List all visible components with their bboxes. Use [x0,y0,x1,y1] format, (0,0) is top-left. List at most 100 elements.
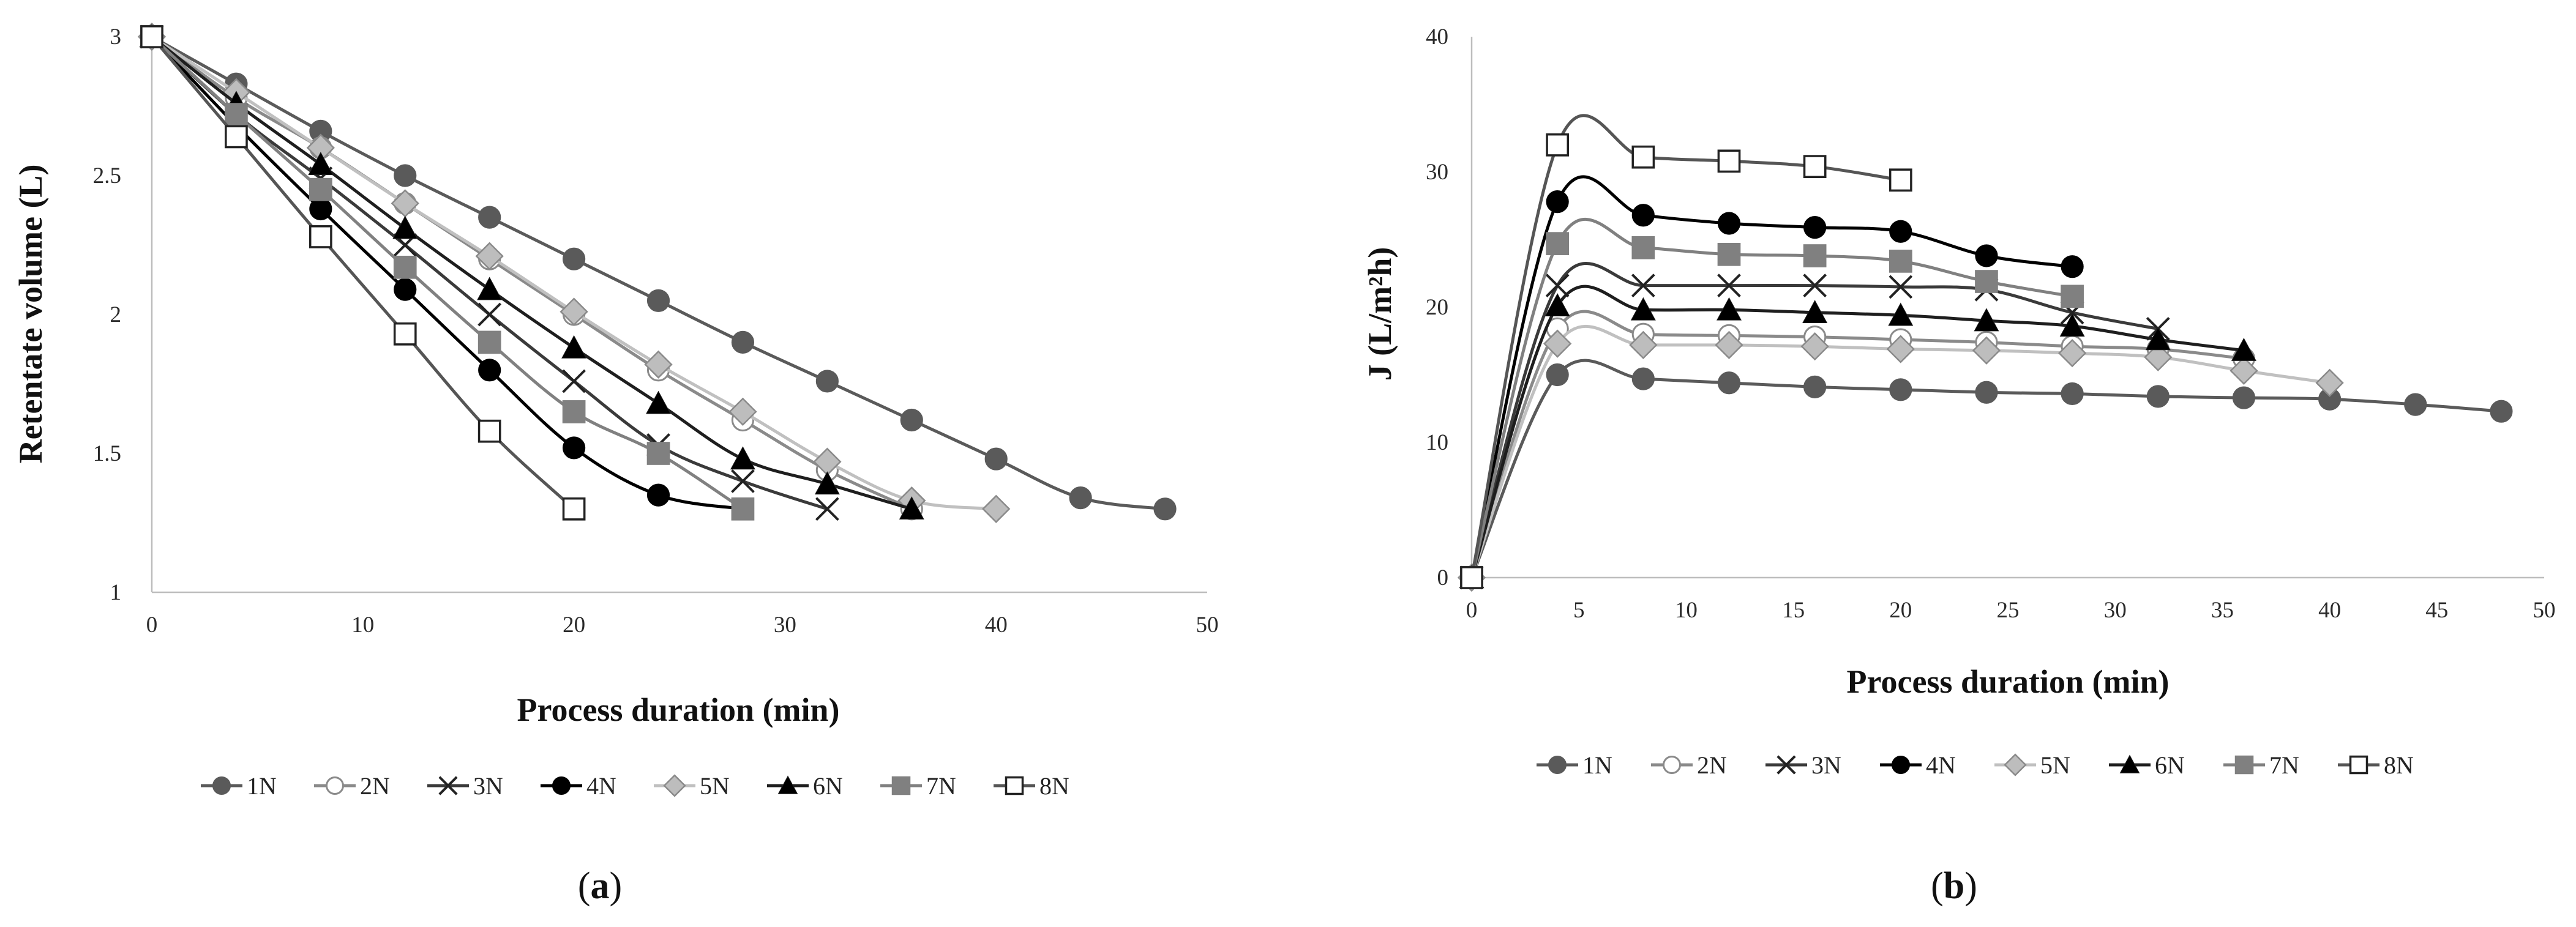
chart-a-legend-item-1N: 1N [201,772,277,800]
chart-b-x-tick-label: 10 [1675,598,1698,623]
chart-b-line-3N [1470,262,2159,578]
chart-a-point-3N-stroke-2 [562,369,586,393]
chart-b-point-3N [1545,274,1570,298]
chart-a-line-1N [151,35,1166,511]
chart-b-series-2N [1460,310,2256,589]
chart-b-x-tick-label: 45 [2425,598,2448,623]
chart-a-panel-label-letter: a [591,865,610,907]
chart-b-point-3N-stroke-2 [1889,275,1913,299]
chart-b-point-3N-stroke-2 [1545,274,1570,298]
chart-a-series-8N [140,25,586,521]
chart-a-point-6N [561,335,587,359]
chart-b-x-tick-label: 0 [1466,598,1478,623]
chart-b-legend-label-1N: 1N [1582,751,1612,779]
chart-b-point-7N [1546,232,1570,255]
chart-b-point-1N [2232,386,2256,409]
chart-a-x-axis-title: Process duration (min) [517,691,840,728]
chart-a-line-6N [151,35,913,511]
chart-a-legend-marker-3N [438,776,458,795]
chart-a-x-tick-label: 30 [774,612,796,638]
chart-a-legend-label-7N: 7N [926,772,956,800]
chart-b-point-1N [1889,378,1912,401]
chart-a-point-4N [394,278,417,301]
chart-a-point-6N [477,277,503,300]
chart-a-point-5N [475,242,504,270]
chart-b-legend-label-5N: 5N [2040,751,2070,779]
chart-a-point-1N [815,370,839,393]
chart-a-y-tick-label: 2 [110,302,122,327]
chart-b-series-7N [1460,218,2084,589]
chart-b-legend-marker-4N [1892,756,1910,774]
chart-a-legend-item-7N: 7N [880,772,956,800]
chart-b-legend-item-5N: 5N [1994,751,2070,779]
chart-panel-a: 0 10 20 30 40 50 1 1.5 2 2.5 3 Process duration (m… [12,22,1219,907]
chart-a-point-1N [984,447,1008,471]
chart-panel-b: 0 5 10 15 20 25 30 35 40 45 50 0 10 20 30 40 Process du… [1361,24,2556,907]
chart-a-panel-label-close: ) [610,865,623,907]
chart-b-x-axis-title: Process duration (min) [1847,663,2170,700]
chart-a-legend-marker-6N [777,775,798,794]
chart-a-tick-labels: 0 10 20 30 40 50 1 1.5 2 2.5 3 [93,24,1219,638]
chart-b-point-1N [2061,382,2084,406]
chart-b-point-6N [1544,293,1570,317]
chart-b-point-5N [2230,356,2258,385]
chart-b-axes [1470,37,2544,579]
chart-a-point-7N [477,330,501,354]
chart-a-legend-label-5N: 5N [700,772,730,800]
chart-b-legend-item-7N: 7N [2223,751,2299,779]
chart-b-legend-label-7N: 7N [2269,751,2299,779]
chart-a-point-5N [560,297,588,326]
chart-a-legend: 1N 2N 3N 4N 5N 6N 7N 8N [201,772,1069,800]
chart-b-legend-label-2N: 2N [1697,751,1727,779]
chart-b-point-6N [2145,327,2171,351]
chart-a-point-8N [309,225,332,248]
chart-a-legend-label-4N: 4N [586,772,616,800]
chart-a-series-2N [140,25,923,521]
chart-b-point-3N-stroke-2 [1717,274,1741,298]
chart-b-panel-label: (b) [1931,865,1977,907]
chart-a-point-5N [391,189,419,218]
chart-a-point-7N [646,442,670,465]
chart-b-point-5N [1715,330,1743,360]
chart-a-y-tick-label: 3 [110,24,122,50]
chart-b-point-6N [2059,313,2085,337]
chart-a-point-7N [393,255,417,279]
chart-b-point-5N [2315,368,2344,397]
chart-a-legend-marker-4N [552,776,571,795]
chart-b-legend-marker-5N [2004,753,2027,776]
chart-a-legend-item-6N: 6N [767,772,843,800]
chart-b-series-5N [1457,324,2344,592]
chart-a-legend-marker-1N [212,776,231,795]
chart-b-legend-item-6N: 6N [2109,751,2185,779]
chart-a-point-6N [646,390,672,414]
chart-a-panel-label: (a) [578,865,622,907]
chart-b-panel-label-close: ) [1964,865,1977,907]
chart-a-y-axis-title: Retentate volume (L) [12,165,49,464]
chart-a-series-1N [140,25,1177,521]
chart-a-panel-label-open: ( [578,865,591,907]
chart-a-legend-item-3N: 3N [427,772,503,800]
chart-b-panel-label-open: ( [1931,865,1944,907]
chart-b-point-1N [1803,375,1827,398]
chart-a-point-8N [140,25,163,48]
chart-b-point-8N [1631,145,1655,169]
chart-b-line-2N [1470,310,2244,578]
chart-a-point-6N [392,215,418,239]
chart-a-y-tick-label: 1 [110,580,122,605]
chart-b-legend-marker-8N [2349,755,2368,775]
chart-b-y-axis-title: J (L/m²h) [1361,247,1398,381]
chart-b-point-1N [2404,393,2427,416]
chart-b-legend-item-2N: 2N [1651,751,1727,779]
chart-b-legend-item-1N: 1N [1537,751,1612,779]
chart-b-point-4N [1889,220,1912,243]
chart-b-legend-item-3N: 3N [1765,751,1841,779]
chart-b-x-tick-label: 5 [1573,598,1585,623]
chart-b-x-tick-label: 20 [1889,598,1912,623]
chart-b-point-5N [2144,343,2173,371]
chart-a-legend-label-3N: 3N [473,772,503,800]
chart-a-legend-marker-7N [891,776,911,795]
chart-b-point-4N [1631,204,1655,227]
chart-b-point-7N [1975,270,1998,293]
chart-a-legend-item-5N: 5N [654,772,730,800]
